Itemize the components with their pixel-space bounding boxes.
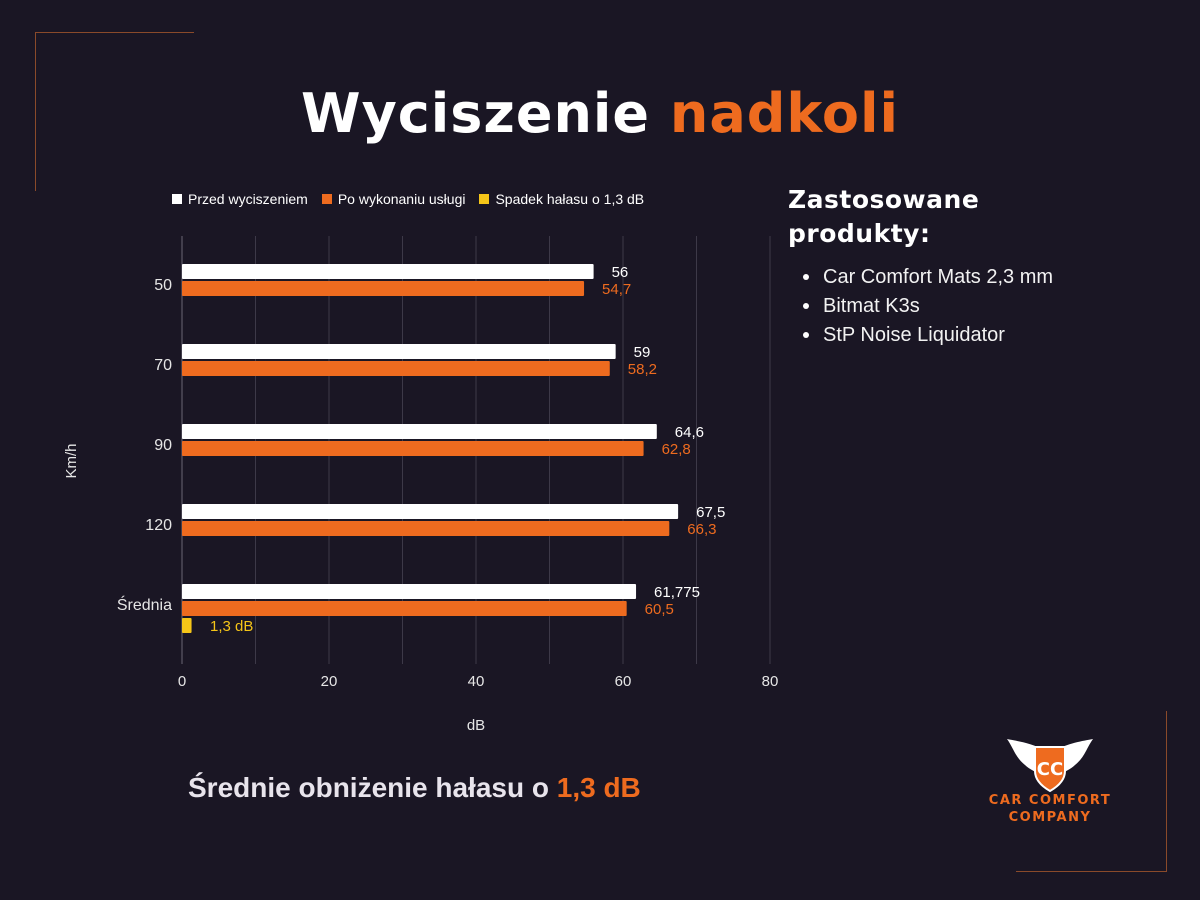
y-tick-label: 70 — [154, 357, 172, 374]
winged-shield-icon: CC — [1007, 739, 1093, 793]
bar — [182, 424, 657, 439]
legend-swatch-yellow — [479, 194, 490, 204]
legend-label: Spadek hałasu o 1,3 dB — [495, 191, 645, 207]
summary-text: Średnie obniżenie hałasu o 1,3 dB — [188, 772, 641, 804]
page-title: Wyciszenie nadkoli — [0, 82, 1200, 145]
corner-frame-bottom-right — [1016, 711, 1167, 872]
legend-item-drop: Spadek hałasu o 1,3 dB — [479, 191, 644, 207]
y-tick-label: 50 — [154, 277, 172, 294]
data-label: 59 — [634, 344, 651, 361]
bar — [182, 504, 679, 519]
products-list: Car Comfort Mats 2,3 mm Bitmat K3s StP N… — [800, 263, 1053, 350]
legend-item-before: Przed wyciszeniem — [172, 191, 308, 207]
logo-line1: CAR COMFORT — [988, 793, 1112, 808]
data-label: 54,7 — [602, 281, 631, 298]
corner-frame-top-left — [35, 32, 194, 191]
summary-label: Średnie obniżenie hałasu o — [188, 772, 549, 803]
svg-text:CC: CC — [1037, 759, 1063, 780]
products-heading-line1: Zastosowane — [788, 185, 980, 214]
legend-swatch-orange — [321, 194, 332, 204]
x-tick-label: 40 — [468, 673, 485, 690]
data-label: 67,5 — [696, 504, 725, 521]
data-label: 64,6 — [675, 424, 704, 441]
x-tick-label: 80 — [762, 673, 779, 690]
title-part-orange: nadkoli — [669, 82, 899, 145]
legend-swatch-white — [172, 194, 182, 204]
product-item: Bitmat K3s — [800, 292, 1053, 321]
products-heading-line2: produkty: — [788, 219, 931, 248]
y-tick-label: Średnia — [117, 595, 172, 614]
y-tick-label: 120 — [145, 517, 172, 534]
data-label: 1,3 dB — [210, 618, 253, 635]
bar — [182, 441, 644, 456]
summary-highlight: 1,3 dB — [556, 772, 641, 803]
product-item: StP Noise Liquidator — [800, 321, 1053, 350]
product-item: Car Comfort Mats 2,3 mm — [800, 263, 1053, 292]
x-axis-title: dB — [467, 717, 485, 734]
legend-label: Przed wyciszeniem — [188, 191, 308, 207]
bar — [182, 281, 585, 296]
data-label: 58,2 — [628, 361, 657, 378]
logo-line2: COMPANY — [1008, 810, 1092, 825]
products-heading: Zastosowane produkty: — [788, 183, 1118, 251]
data-label: 60,5 — [645, 601, 674, 618]
title-part-white: Wyciszenie — [301, 82, 651, 145]
bar — [182, 521, 670, 536]
data-label: 66,3 — [687, 521, 716, 538]
bar — [182, 264, 594, 279]
data-label: 61,775 — [654, 584, 700, 601]
y-axis-title: Km/h — [63, 443, 80, 478]
bar — [182, 584, 637, 599]
x-tick-label: 20 — [321, 673, 338, 690]
data-label: 62,8 — [662, 441, 691, 458]
chart-legend: Przed wyciszeniem Po wykonaniu usługi Sp… — [172, 189, 644, 209]
x-tick-label: 60 — [615, 673, 632, 690]
bar — [182, 601, 627, 616]
legend-item-after: Po wykonaniu usługi — [321, 191, 466, 207]
bar — [182, 344, 616, 359]
y-tick-label: 90 — [154, 437, 172, 454]
company-logo: CC CAR COMFORT COMPANY — [975, 735, 1125, 830]
x-tick-label: 0 — [178, 673, 186, 690]
bar — [182, 618, 192, 633]
legend-label: Po wykonaniu usługi — [337, 191, 466, 207]
bar — [182, 361, 610, 376]
data-label: 56 — [612, 264, 629, 281]
